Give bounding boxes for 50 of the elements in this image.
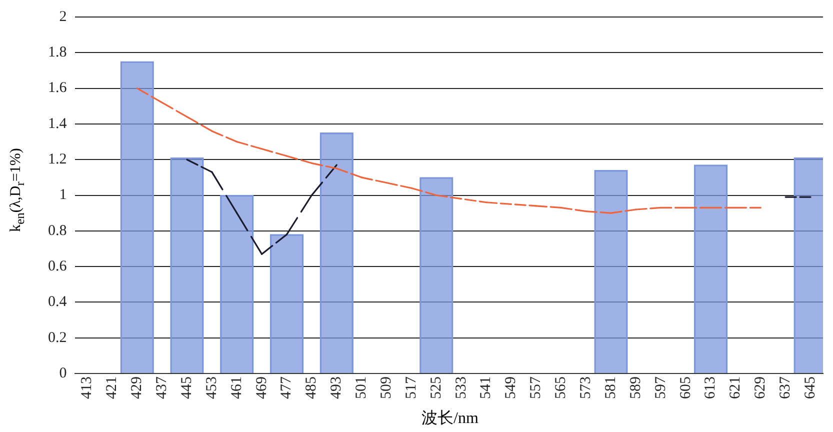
x-tick-label: 533 — [453, 376, 470, 399]
x-tick-label: 557 — [528, 376, 544, 399]
y-tick-label: 1.8 — [48, 44, 67, 61]
x-tick-label: 445 — [178, 376, 195, 399]
x-tick-label: 421 — [104, 376, 120, 399]
x-tick-label: 645 — [802, 376, 818, 399]
y-tick-label: 0 — [59, 365, 67, 382]
x-tick-label: 437 — [154, 376, 170, 399]
x-tick-label: 485 — [304, 376, 320, 399]
x-tick-label: 581 — [602, 376, 619, 399]
y-tick-label: 1.6 — [48, 80, 68, 96]
bar — [120, 61, 154, 373]
y-tick-label: 1.4 — [48, 116, 68, 132]
x-tick-label: 573 — [578, 376, 594, 399]
y-tick-label: 0.6 — [48, 258, 68, 274]
bar — [220, 194, 254, 373]
x-tick-label: 565 — [553, 376, 570, 399]
x-tick-label: 469 — [254, 376, 270, 399]
bar — [270, 234, 304, 373]
bar — [320, 132, 354, 373]
y-tick-label: 0.2 — [48, 330, 67, 346]
x-tick-label: 525 — [428, 376, 444, 399]
x-tick-label: 517 — [403, 376, 420, 399]
y-tick-label: 0.8 — [48, 222, 67, 239]
x-tick-label: 461 — [228, 376, 245, 399]
x-tick-label: 413 — [79, 376, 96, 399]
x-tick-label: 629 — [752, 376, 769, 399]
x-tick-label: 541 — [478, 376, 494, 399]
y-tick-label: 1.2 — [48, 152, 67, 168]
bar — [420, 177, 454, 373]
x-tick-label: 597 — [652, 376, 669, 399]
y-tick-label: 1 — [59, 187, 67, 204]
x-tick-label: 605 — [678, 376, 694, 399]
x-tick-label: 637 — [778, 376, 794, 399]
x-tick-label: 613 — [702, 376, 719, 399]
x-tick-label: 429 — [129, 376, 146, 399]
x-tick-label: 453 — [204, 376, 220, 399]
x-tick-label: 589 — [628, 376, 644, 399]
y-tick-label: 2 — [59, 8, 67, 25]
x-tick-label: 621 — [728, 376, 744, 399]
x-axis-title: 波长/nm — [422, 408, 478, 429]
bar — [694, 164, 728, 373]
x-tick-label: 493 — [328, 376, 345, 399]
x-tick-label: 501 — [354, 376, 370, 399]
y-tick-label: 0.4 — [48, 294, 68, 310]
x-tick-label: 509 — [378, 376, 394, 399]
x-tick-label: 549 — [503, 376, 520, 399]
x-tick-label: 477 — [278, 376, 295, 399]
bar — [594, 170, 628, 373]
bar — [170, 157, 204, 373]
